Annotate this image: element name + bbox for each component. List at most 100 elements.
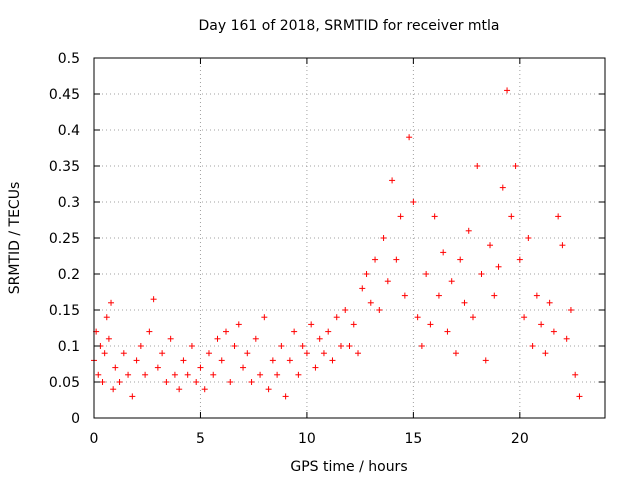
data-point [389,177,396,184]
data-point [108,299,115,306]
data-point [99,379,106,385]
data-point [465,227,472,234]
data-point [101,350,108,357]
data-point [478,271,485,277]
data-point [542,350,549,357]
data-point [303,350,310,357]
data-point [274,371,281,378]
y-tick-label: 0.4 [58,123,80,139]
data-point [150,296,157,303]
data-point [282,393,289,400]
data-point [546,299,553,306]
data-point [218,357,225,364]
data-point [167,335,174,342]
data-point [516,256,523,263]
data-point [495,263,502,270]
y-tick-label: 0.1 [58,339,80,355]
data-point [248,379,255,385]
data-point [223,328,230,335]
data-point [125,371,132,378]
data-point [197,364,204,371]
y-tick-label: 0.35 [49,159,80,175]
data-point [525,235,532,241]
data-point [320,350,327,357]
data-point [171,371,178,378]
data-point [146,328,153,335]
data-point [137,343,144,349]
data-point [427,321,434,328]
grid-lines [94,58,605,418]
data-point [337,343,344,349]
data-point [359,285,366,292]
data-point [372,256,379,263]
data-point [367,299,374,306]
data-point [487,242,494,249]
data-point [269,357,276,364]
data-point [504,87,511,94]
data-point [469,314,476,321]
x-tick-label: 5 [196,431,205,447]
data-point [210,371,217,378]
data-point [252,335,259,342]
data-point [176,386,183,393]
data-point [529,343,536,349]
data-point [393,256,400,263]
data-point [278,343,285,349]
data-point [384,278,391,285]
data-point [159,350,166,357]
data-point [240,364,247,371]
data-points [91,87,583,400]
tick-labels: 0 5 10 15 20 0 0.05 0.1 0.15 0.2 0.25 0.3 0.35 0.4 0.4… [49,51,529,447]
data-point [133,357,140,364]
y-tick-label: 0.45 [49,87,80,103]
data-point [103,314,110,321]
data-point [312,364,319,371]
data-point [116,379,123,385]
data-point [563,335,570,342]
data-point [461,299,468,306]
data-point [193,379,200,385]
y-tick-label: 0.3 [58,195,80,211]
data-point [440,249,447,256]
data-point [418,343,425,349]
data-point [423,271,430,277]
y-axis-label: SRMTID / TECUs [7,182,23,295]
data-point [188,343,195,349]
data-point [533,292,540,299]
data-point [295,371,302,378]
data-point [129,393,136,400]
data-point [452,350,459,357]
data-point [325,328,332,335]
data-point [184,371,191,378]
data-point [231,343,238,349]
data-point [244,350,251,357]
data-point [355,350,362,357]
data-point [521,314,528,321]
y-tick-label: 0 [71,411,80,427]
data-point [555,213,562,220]
data-point [567,307,574,313]
data-point [397,213,404,220]
data-point [299,343,306,349]
data-point [308,321,315,328]
data-point [112,364,119,371]
data-point [265,386,272,393]
data-point [414,314,421,321]
data-point [329,357,336,364]
data-point [214,335,221,342]
data-point [235,321,242,328]
data-point [406,134,413,141]
data-point [110,386,117,393]
x-tick-label: 20 [511,431,529,447]
x-axis-label: GPS time / hours [290,459,407,475]
data-point [261,314,268,321]
data-point [410,199,417,205]
data-point [508,213,515,220]
data-point [142,371,149,378]
y-tick-label: 0.2 [58,267,80,283]
data-point [120,350,127,357]
data-point [350,321,357,328]
data-point [435,292,442,299]
data-point [482,357,489,364]
